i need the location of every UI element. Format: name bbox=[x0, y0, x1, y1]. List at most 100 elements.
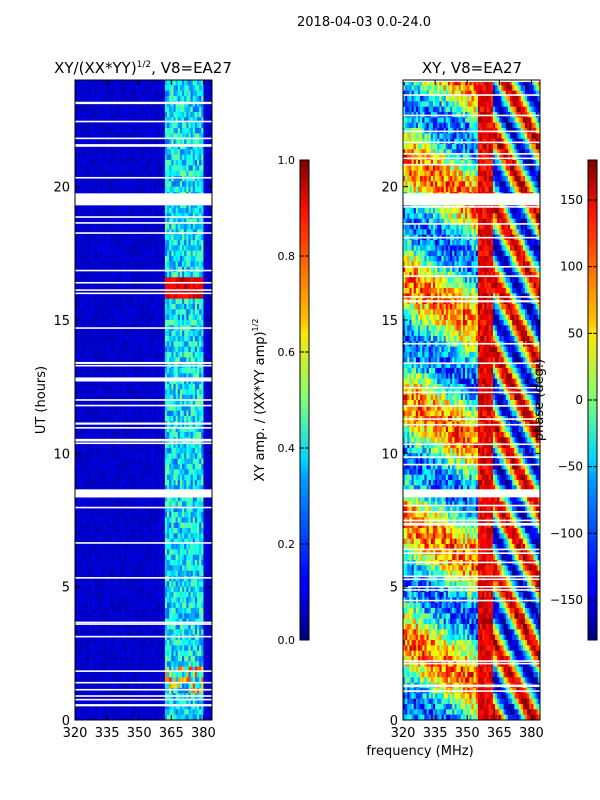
heatmap-cell bbox=[158, 122, 161, 129]
heatmap-cell bbox=[89, 341, 93, 347]
heatmap-cell bbox=[100, 277, 104, 283]
heatmap-cell bbox=[203, 330, 206, 337]
heatmap-cell bbox=[190, 314, 194, 321]
heatmap-cell bbox=[102, 432, 106, 438]
heatmap-cell bbox=[139, 229, 142, 235]
heatmap-cell bbox=[137, 112, 140, 118]
heatmap-cell bbox=[199, 298, 202, 305]
heatmap-cell bbox=[209, 282, 212, 289]
heatmap-cell bbox=[113, 90, 116, 97]
heatmap-cell bbox=[192, 293, 196, 299]
heatmap-cell bbox=[87, 266, 91, 273]
heatmap-cell bbox=[111, 176, 114, 182]
heatmap-cell bbox=[113, 373, 116, 379]
heatmap-cell bbox=[119, 272, 123, 278]
heatmap-cell bbox=[102, 293, 106, 299]
heatmap-cell bbox=[130, 128, 134, 134]
heatmap-cell bbox=[89, 213, 93, 219]
heatmap-cell bbox=[147, 480, 151, 486]
heatmap-cell bbox=[152, 128, 155, 134]
heatmap-cell bbox=[96, 448, 99, 454]
heatmap-cell bbox=[156, 176, 159, 182]
heatmap-cell bbox=[81, 160, 84, 166]
heatmap-cell bbox=[158, 432, 161, 438]
heatmap-cell bbox=[81, 448, 84, 454]
heatmap-cell bbox=[177, 304, 181, 310]
heatmap-cell bbox=[89, 128, 93, 134]
heatmap-cell bbox=[154, 90, 157, 97]
heatmap-cell bbox=[188, 469, 191, 475]
heatmap-cell bbox=[77, 320, 80, 326]
heatmap-cell bbox=[162, 256, 166, 262]
heatmap-cell bbox=[184, 314, 187, 321]
heatmap-cell bbox=[152, 400, 155, 406]
heatmap-cell bbox=[188, 282, 191, 289]
heatmap-cell bbox=[154, 112, 157, 118]
heatmap-cell bbox=[207, 229, 211, 235]
heatmap-cell bbox=[194, 464, 198, 470]
heatmap-cell bbox=[104, 202, 108, 209]
heatmap-cell bbox=[81, 128, 84, 134]
heatmap-cell bbox=[169, 208, 172, 214]
heatmap-cell bbox=[145, 261, 149, 267]
heatmap-cell bbox=[107, 336, 110, 342]
heatmap-cell bbox=[186, 352, 189, 358]
heatmap-cell bbox=[85, 282, 89, 289]
heatmap-cell bbox=[113, 165, 116, 171]
heatmap-cell bbox=[158, 266, 161, 273]
heatmap-cell bbox=[92, 336, 95, 342]
heatmap-cell bbox=[77, 208, 80, 214]
heatmap-cell bbox=[81, 170, 84, 177]
heatmap-cell bbox=[173, 304, 176, 310]
heatmap-cell bbox=[190, 128, 194, 134]
heatmap-cell bbox=[158, 298, 161, 305]
heatmap-cell bbox=[207, 405, 211, 411]
heatmap-cell bbox=[201, 128, 204, 134]
heatmap-cell bbox=[94, 448, 97, 454]
heatmap-cell bbox=[126, 448, 129, 454]
heatmap-cell bbox=[205, 213, 209, 219]
heatmap-cell bbox=[162, 154, 166, 161]
heatmap-cell bbox=[122, 464, 125, 470]
heatmap-cell bbox=[113, 341, 116, 347]
heatmap-cell bbox=[96, 154, 99, 161]
heatmap-cell bbox=[113, 186, 116, 193]
heatmap-cell bbox=[85, 128, 89, 134]
heatmap-cell bbox=[87, 122, 91, 129]
heatmap-cell bbox=[190, 277, 194, 283]
amplitude-panel-title: XY/(XX*YY)1/2, V8=EA27 bbox=[54, 59, 232, 77]
heatmap-cell bbox=[164, 96, 168, 102]
heatmap-cell bbox=[194, 352, 198, 358]
heatmap-cell bbox=[147, 314, 151, 321]
heatmap-cell bbox=[175, 298, 179, 305]
heatmap-cell bbox=[89, 154, 93, 161]
heatmap-cell bbox=[81, 352, 84, 358]
heatmap-cell bbox=[102, 149, 106, 155]
heatmap-cell bbox=[182, 282, 185, 289]
heatmap-cell bbox=[184, 202, 187, 209]
heatmap-cell bbox=[154, 128, 157, 134]
heatmap-cell bbox=[209, 181, 212, 187]
heatmap-cell bbox=[122, 160, 125, 166]
heatmap-cell bbox=[184, 133, 187, 139]
heatmap-cell bbox=[201, 229, 204, 235]
heatmap-cell bbox=[132, 165, 136, 171]
heatmap-cell bbox=[154, 282, 157, 289]
heatmap-cell bbox=[194, 442, 198, 449]
heatmap-cell bbox=[143, 277, 146, 283]
heatmap-cell bbox=[158, 304, 161, 310]
heatmap-cell bbox=[182, 240, 185, 246]
heatmap-cell bbox=[199, 149, 202, 155]
heatmap-cell bbox=[109, 293, 112, 299]
heatmap-cell bbox=[167, 272, 170, 278]
heatmap-cell bbox=[132, 400, 136, 406]
heatmap-cell bbox=[119, 106, 123, 113]
heatmap-cell bbox=[139, 181, 142, 187]
heatmap-cell bbox=[96, 416, 99, 422]
heatmap-cell bbox=[130, 250, 134, 257]
heatmap-cell bbox=[139, 112, 142, 118]
heatmap-cell bbox=[77, 250, 80, 257]
heatmap-cell bbox=[171, 442, 174, 449]
heatmap-cell bbox=[111, 122, 114, 129]
heatmap-cell bbox=[128, 266, 131, 273]
